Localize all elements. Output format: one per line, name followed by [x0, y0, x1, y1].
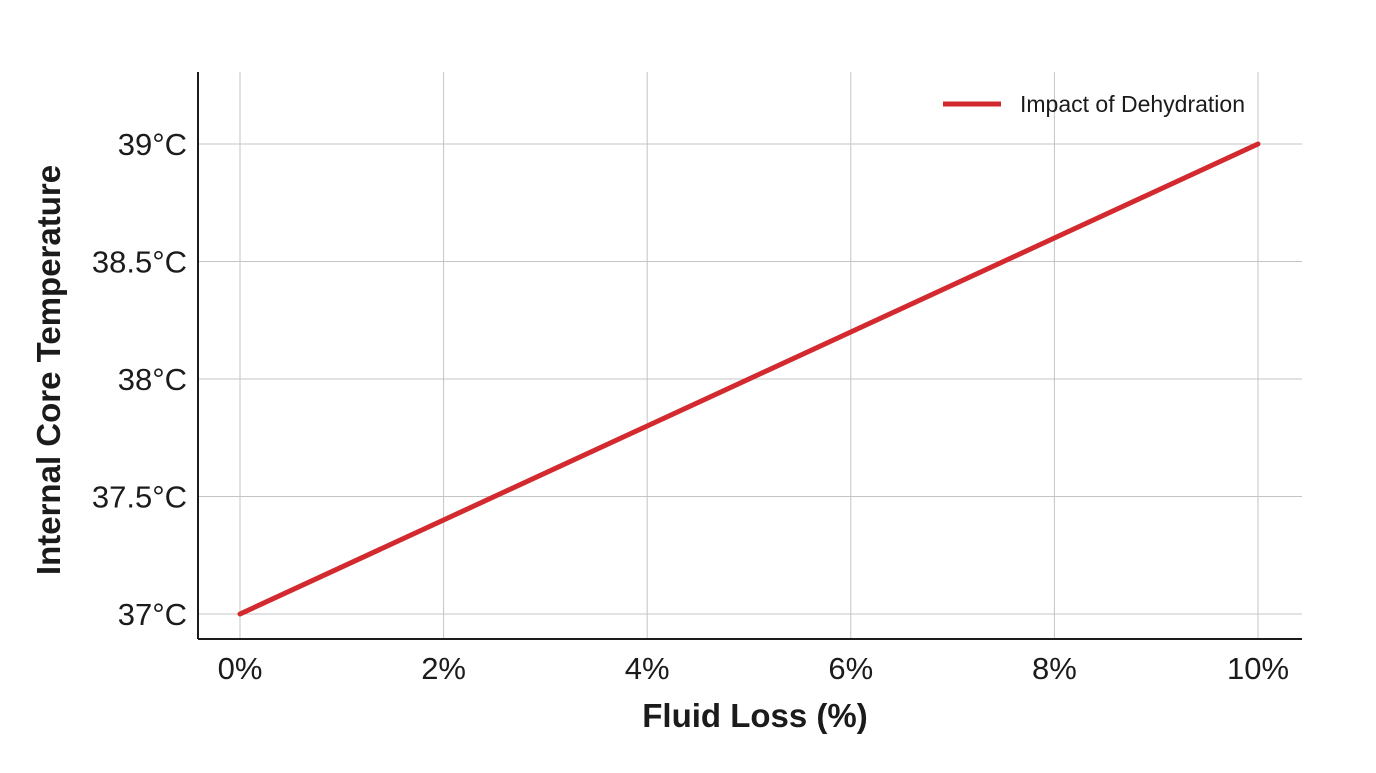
series-layer	[237, 141, 1261, 617]
x-tick-label: 10%	[1227, 651, 1289, 686]
y-tick-label: 38.5°C	[92, 245, 187, 280]
grid	[198, 72, 1302, 639]
x-tick-label: 6%	[828, 651, 873, 686]
x-tick-label: 4%	[625, 651, 670, 686]
y-tick-label: 37.5°C	[92, 480, 187, 515]
series-line	[237, 141, 1261, 617]
y-axis-title: Internal Core Temperature	[30, 165, 67, 575]
legend-label: Impact of Dehydration	[1020, 91, 1245, 117]
x-tick-label: 0%	[218, 651, 263, 686]
y-tick-label: 37°C	[118, 597, 187, 632]
x-tick-label: 2%	[421, 651, 466, 686]
y-tick-label: 39°C	[118, 127, 187, 162]
legend: Impact of Dehydration	[943, 91, 1245, 117]
tick-labels: 0% 2% 4% 6% 8% 10% 37°C 37.5°C 38°C 38.5°C 39°C	[92, 127, 1289, 686]
axes	[197, 72, 1302, 640]
x-axis-title: Fluid Loss (%)	[642, 697, 868, 734]
x-tick-label: 8%	[1032, 651, 1077, 686]
y-tick-label: 38°C	[118, 362, 187, 397]
